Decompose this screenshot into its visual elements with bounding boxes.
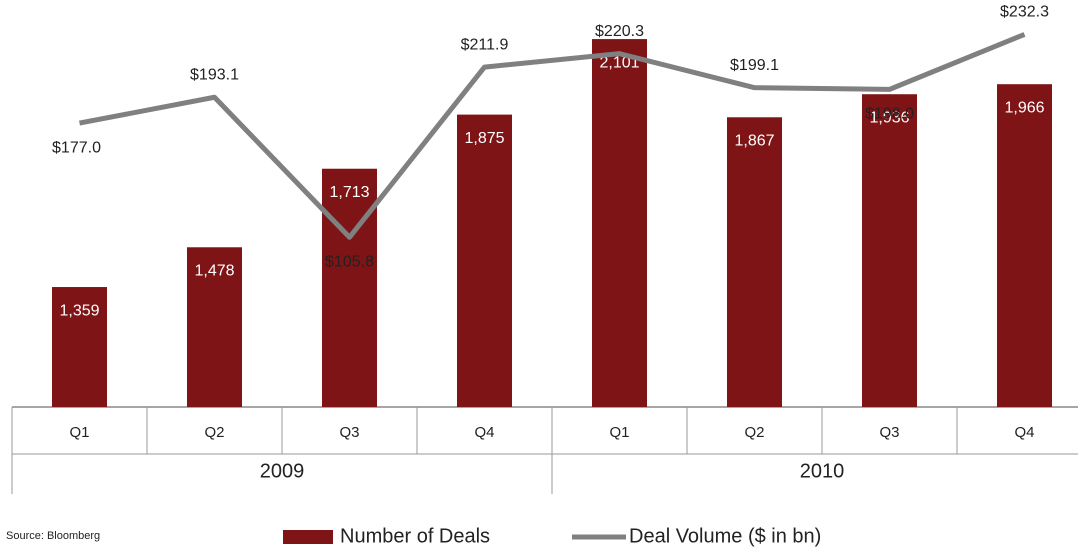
bar bbox=[997, 84, 1052, 407]
bar-value-label: 1,478 bbox=[194, 262, 234, 279]
line-value-label: $198.0 bbox=[865, 106, 914, 123]
x-tick-label: Q4 bbox=[474, 424, 494, 441]
bar bbox=[592, 39, 647, 408]
group-label: 2009 bbox=[260, 460, 305, 482]
source: Source: Bloomberg bbox=[6, 530, 100, 542]
bar-value-label: 1,966 bbox=[1004, 99, 1044, 116]
line-value-label: $220.3 bbox=[595, 23, 644, 40]
line-value-label: $199.1 bbox=[730, 57, 779, 74]
bar-value-label: 1,936 bbox=[869, 109, 909, 126]
legend-label: Number of Deals bbox=[340, 525, 490, 547]
x-tick-label: Q1 bbox=[609, 424, 629, 441]
line-value-label: $177.0 bbox=[52, 139, 101, 156]
line-value-label: $105.8 bbox=[325, 254, 374, 271]
legend-swatch bbox=[283, 530, 333, 544]
bar bbox=[187, 247, 242, 407]
bar bbox=[322, 168, 377, 407]
line-value-label: $211.9 bbox=[461, 36, 509, 53]
group-label: 2010 bbox=[800, 460, 845, 482]
bar-value-label: 1,359 bbox=[59, 302, 99, 319]
bar bbox=[52, 287, 107, 407]
bar bbox=[727, 117, 782, 407]
line-value-label: $232.3 bbox=[1000, 4, 1049, 21]
bar-value-label: 1,713 bbox=[329, 184, 369, 201]
x-tick-label: Q1 bbox=[69, 424, 89, 441]
bar bbox=[862, 94, 917, 407]
line-value-label: $193.1 bbox=[190, 66, 239, 83]
bar-value-label: 1,875 bbox=[464, 130, 504, 147]
legend-label: Deal Volume ($ in bn) bbox=[629, 525, 821, 547]
x-tick-label: Q2 bbox=[744, 424, 764, 441]
x-tick-label: Q2 bbox=[204, 424, 224, 441]
bar bbox=[457, 114, 512, 408]
line bbox=[79, 32, 1026, 240]
x-tick-label: Q3 bbox=[339, 424, 359, 441]
x-tick-label: Q3 bbox=[879, 424, 899, 441]
bar-value-label: 1,867 bbox=[734, 132, 774, 149]
x-tick-label: Q4 bbox=[1014, 424, 1034, 441]
